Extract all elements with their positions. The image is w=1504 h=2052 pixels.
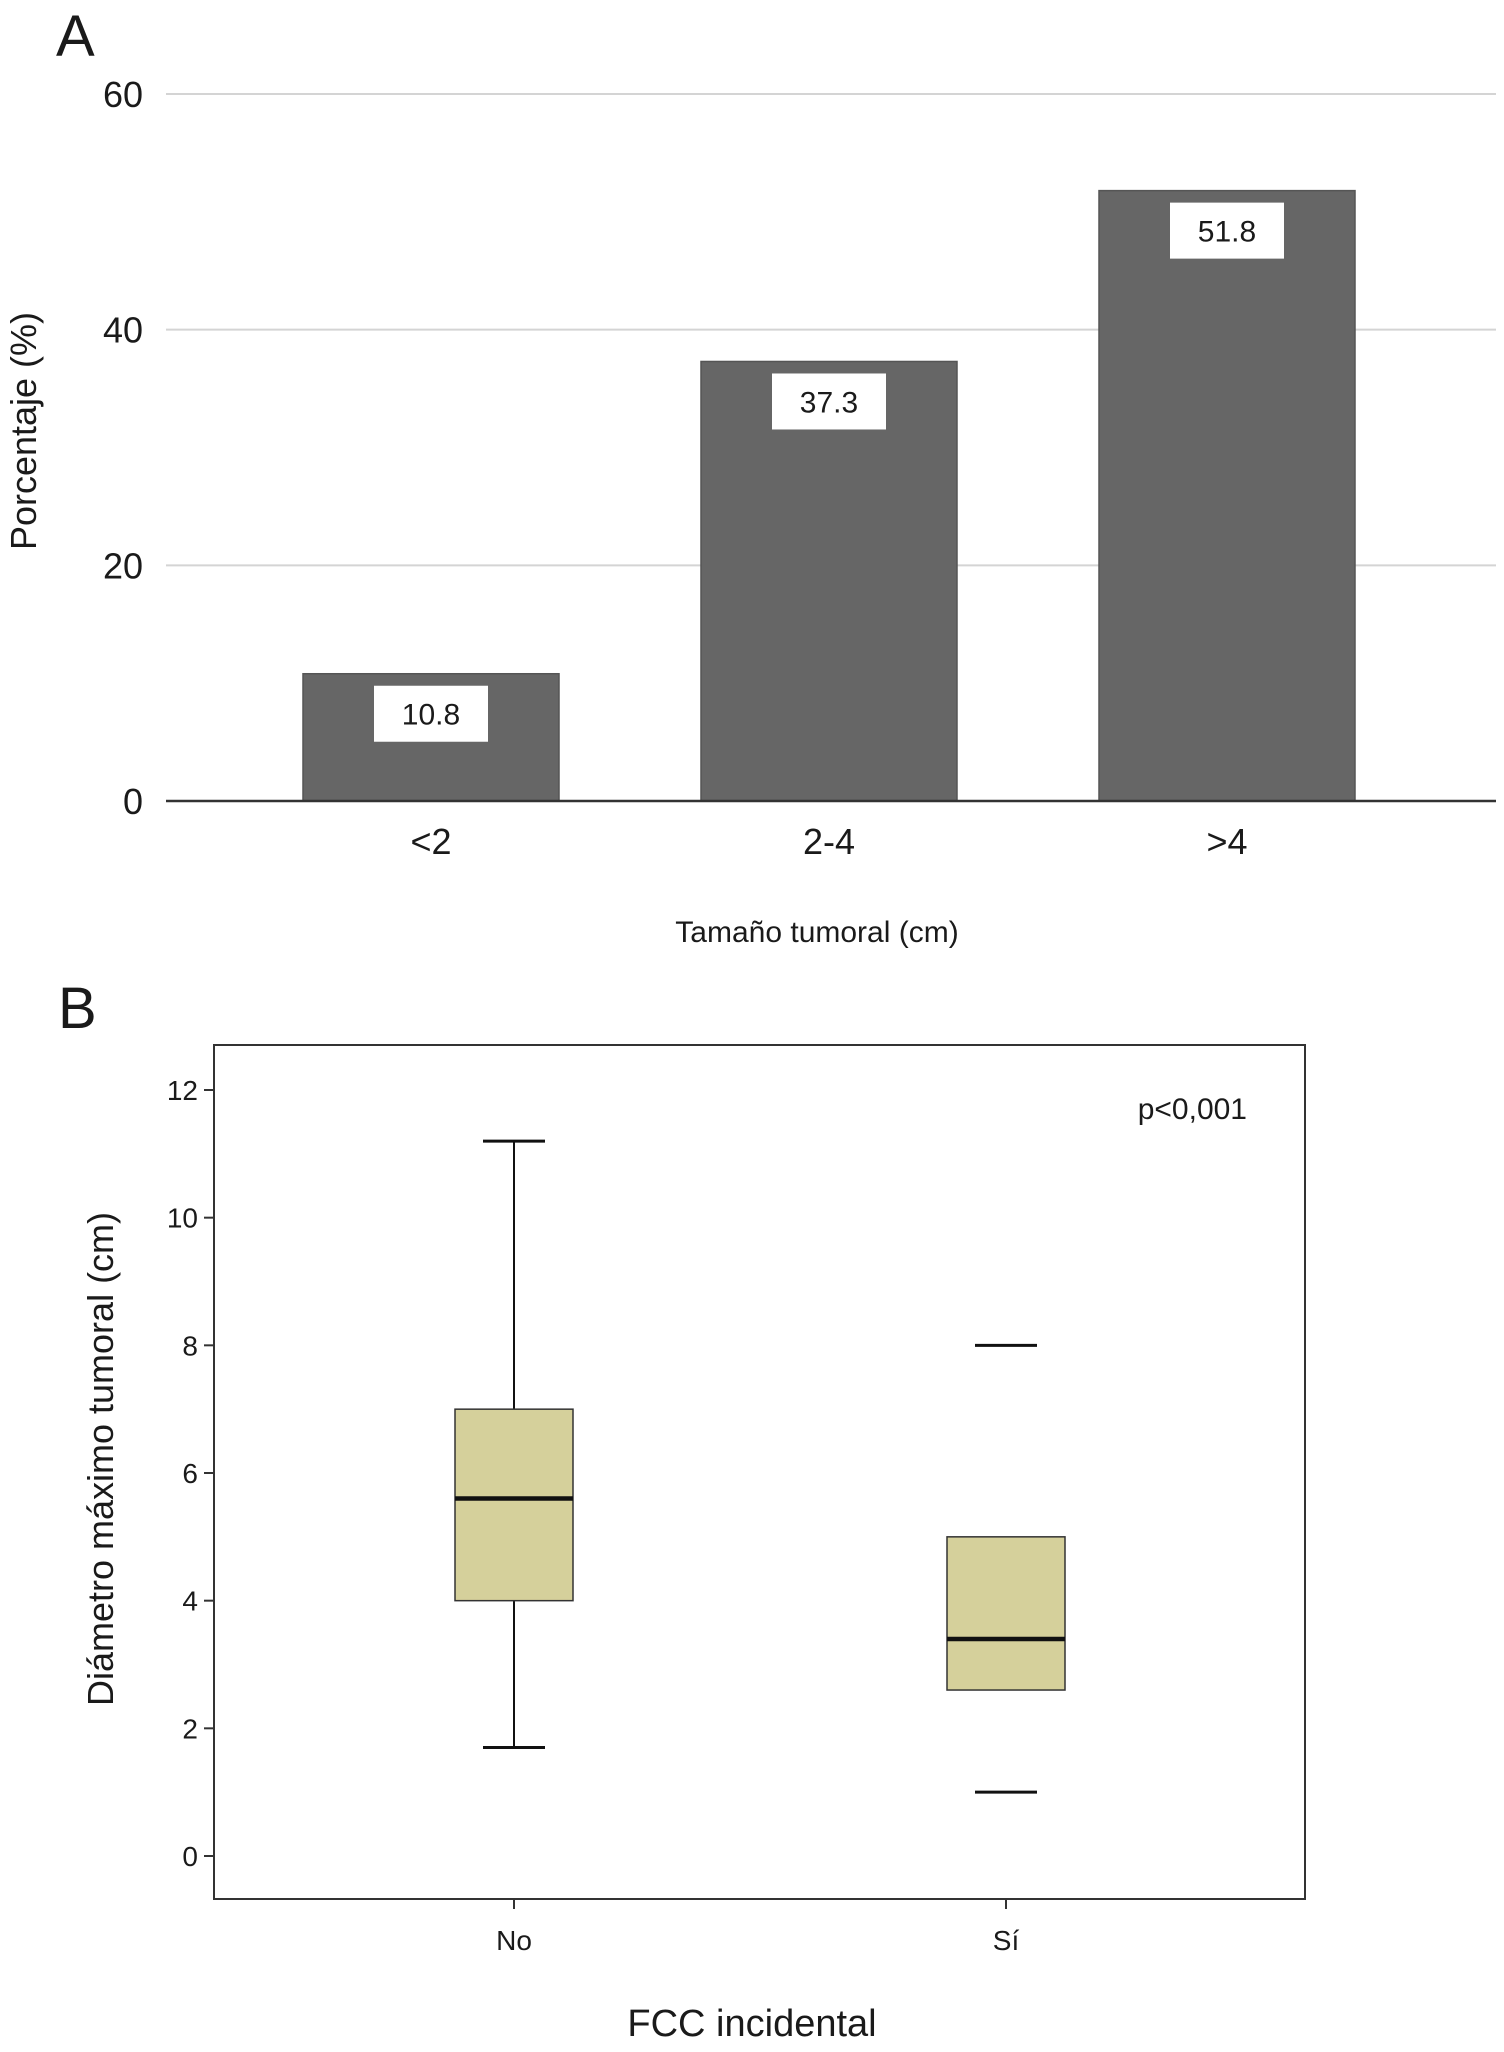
panel-a-y-tick-label: 0: [123, 781, 143, 822]
panel-b-x-tick-label: No: [496, 1925, 532, 1956]
panel-b-y-ticks: 0 2 4 6 8 10 12: [167, 1075, 214, 1872]
panel-b-y-tick-label: 12: [167, 1075, 198, 1106]
panel-b-y-tick-label: 10: [167, 1203, 198, 1234]
panel-b-y-tick-label: 2: [182, 1713, 198, 1744]
panel-b-y-tick-label: 8: [182, 1330, 198, 1361]
panel-a-y-tick-label: 60: [103, 74, 143, 115]
panel-a-x-tick-labels: <2 2-4 >4: [410, 821, 1247, 862]
panel-a-x-tick-label: <2: [410, 821, 451, 862]
panel-b-p-value-annotation: p<0,001: [1138, 1093, 1247, 1126]
panel-a-data-label-box: [1170, 202, 1284, 259]
panel-b-y-tick-label: 4: [182, 1586, 198, 1617]
panel-a-bars: 10.8 37.3 51.8: [302, 189, 1356, 802]
panel-b-y-tick-label: 0: [182, 1841, 198, 1872]
panel-b-letter: B: [58, 976, 97, 1041]
panel-b-y-axis-label: Diámetro máximo tumoral (cm): [80, 1212, 121, 1706]
panel-a-y-axis-label: Porcentaje (%): [3, 312, 44, 550]
panel-b-plot-frame: [213, 1044, 1306, 1900]
panel-a-y-tick-label: 40: [103, 310, 143, 351]
panel-b-boxes: [454, 1139, 1066, 1794]
panel-a-data-label: 37.3: [800, 386, 858, 419]
panel-b-y-tick-label: 6: [182, 1458, 198, 1489]
panel-b-x-ticks: No Sí: [496, 1899, 1019, 1956]
panel-a-x-axis-label: Tamaño tumoral (cm): [675, 916, 958, 949]
panel-a-letter: A: [56, 4, 95, 69]
panel-b-box: [946, 1536, 1066, 1691]
panel-a-data-label-box: [772, 373, 886, 430]
panel-b-x-tick-label: Sí: [993, 1925, 1020, 1956]
panel-b-box: [454, 1408, 574, 1602]
panel-a-x-tick-label: >4: [1206, 821, 1247, 862]
panel-b-x-axis-label: FCC incidental: [627, 2003, 876, 2045]
panel-a-data-label: 10.8: [402, 699, 460, 732]
panel-b-box-plot: B 0 2 4 6 8 10 12 No Sí p<0,001 Diámetro máximo…: [58, 976, 1306, 2045]
panel-a-y-tick-label: 20: [103, 545, 143, 586]
panel-a-y-tick-labels: 0 20 40 60: [103, 74, 143, 822]
panel-a-data-label-box: [374, 685, 488, 742]
panel-a-data-label: 51.8: [1198, 216, 1256, 249]
panel-a-x-tick-label: 2-4: [803, 821, 855, 862]
panel-a-bar: [700, 360, 958, 802]
panel-a-bar: [1098, 189, 1356, 802]
panel-a-bar-chart: A 0 20 40 60 10.8 37.3 51.8 <2 2-4 >4 Porcentaj…: [3, 4, 1496, 949]
